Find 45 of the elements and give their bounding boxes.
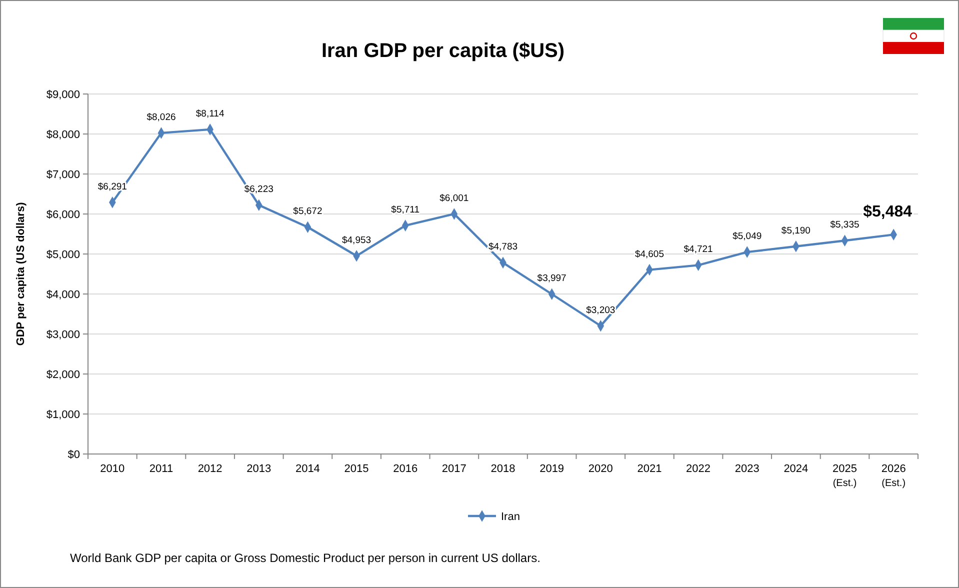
text: $4,721: [684, 244, 713, 256]
text: $4,605: [634, 248, 664, 260]
text: $4,783: [488, 242, 518, 253]
y-axis-title: GDP per capita (US dollars): [15, 202, 27, 346]
x-tick-label: 2021: [637, 463, 662, 475]
text: $5,335: [830, 220, 860, 231]
x-tick-label: 2012: [198, 463, 222, 475]
text: $5,190: [781, 225, 810, 236]
y-tick-label: $6,000: [46, 209, 80, 221]
legend-label: Iran: [501, 511, 520, 523]
text: $5,049: [732, 231, 762, 242]
x-tick-label: 2018: [490, 463, 516, 475]
text: $3,997: [537, 273, 566, 284]
text: $6,001: [440, 192, 469, 204]
chart-title: Iran GDP per capita ($US): [321, 40, 565, 62]
text: $5,484: [863, 204, 912, 221]
text: $4,953: [342, 234, 372, 246]
x-tick-label: 2017: [442, 463, 466, 475]
x-tick-label: 2026 (Est.): [881, 463, 906, 489]
text: $8,114: [196, 108, 224, 120]
y-tick-label: $1,000: [46, 409, 80, 421]
x-tick-label: 2020: [588, 463, 613, 475]
y-tick-label: $4,000: [46, 289, 80, 301]
y-tick-label: $9,000: [46, 89, 80, 101]
x-tick-label: 2023: [734, 463, 760, 475]
y-tick-label: $2,000: [46, 369, 80, 381]
y-tick-label: $0: [68, 449, 80, 461]
x-tick-label: 2019: [540, 463, 564, 475]
y-tick-label: $3,000: [46, 329, 80, 341]
x-tick-label: 2014: [295, 463, 320, 475]
y-tick-label: $5,000: [46, 249, 80, 261]
x-tick-label: 2025 (Est.): [832, 463, 858, 489]
text: World Bank GDP per capita or Gross Domestic Product per person in current US dollars.: [70, 551, 540, 565]
x-tick-label: 2016: [393, 463, 418, 475]
x-tick-label: 2022: [686, 463, 711, 475]
x-tick-label: 2013: [246, 463, 272, 475]
y-tick-label: $8,000: [46, 129, 80, 141]
x-tick-label: 2010: [100, 463, 125, 475]
y-tick-label: $7,000: [46, 169, 80, 181]
text: $8,026: [146, 112, 176, 123]
text: $5,711: [391, 204, 420, 216]
text: $5,672: [293, 206, 322, 218]
x-tick-label: 2015: [344, 463, 369, 475]
x-tick-label: 2024: [784, 463, 808, 475]
x-tick-label: 2011: [149, 463, 174, 475]
